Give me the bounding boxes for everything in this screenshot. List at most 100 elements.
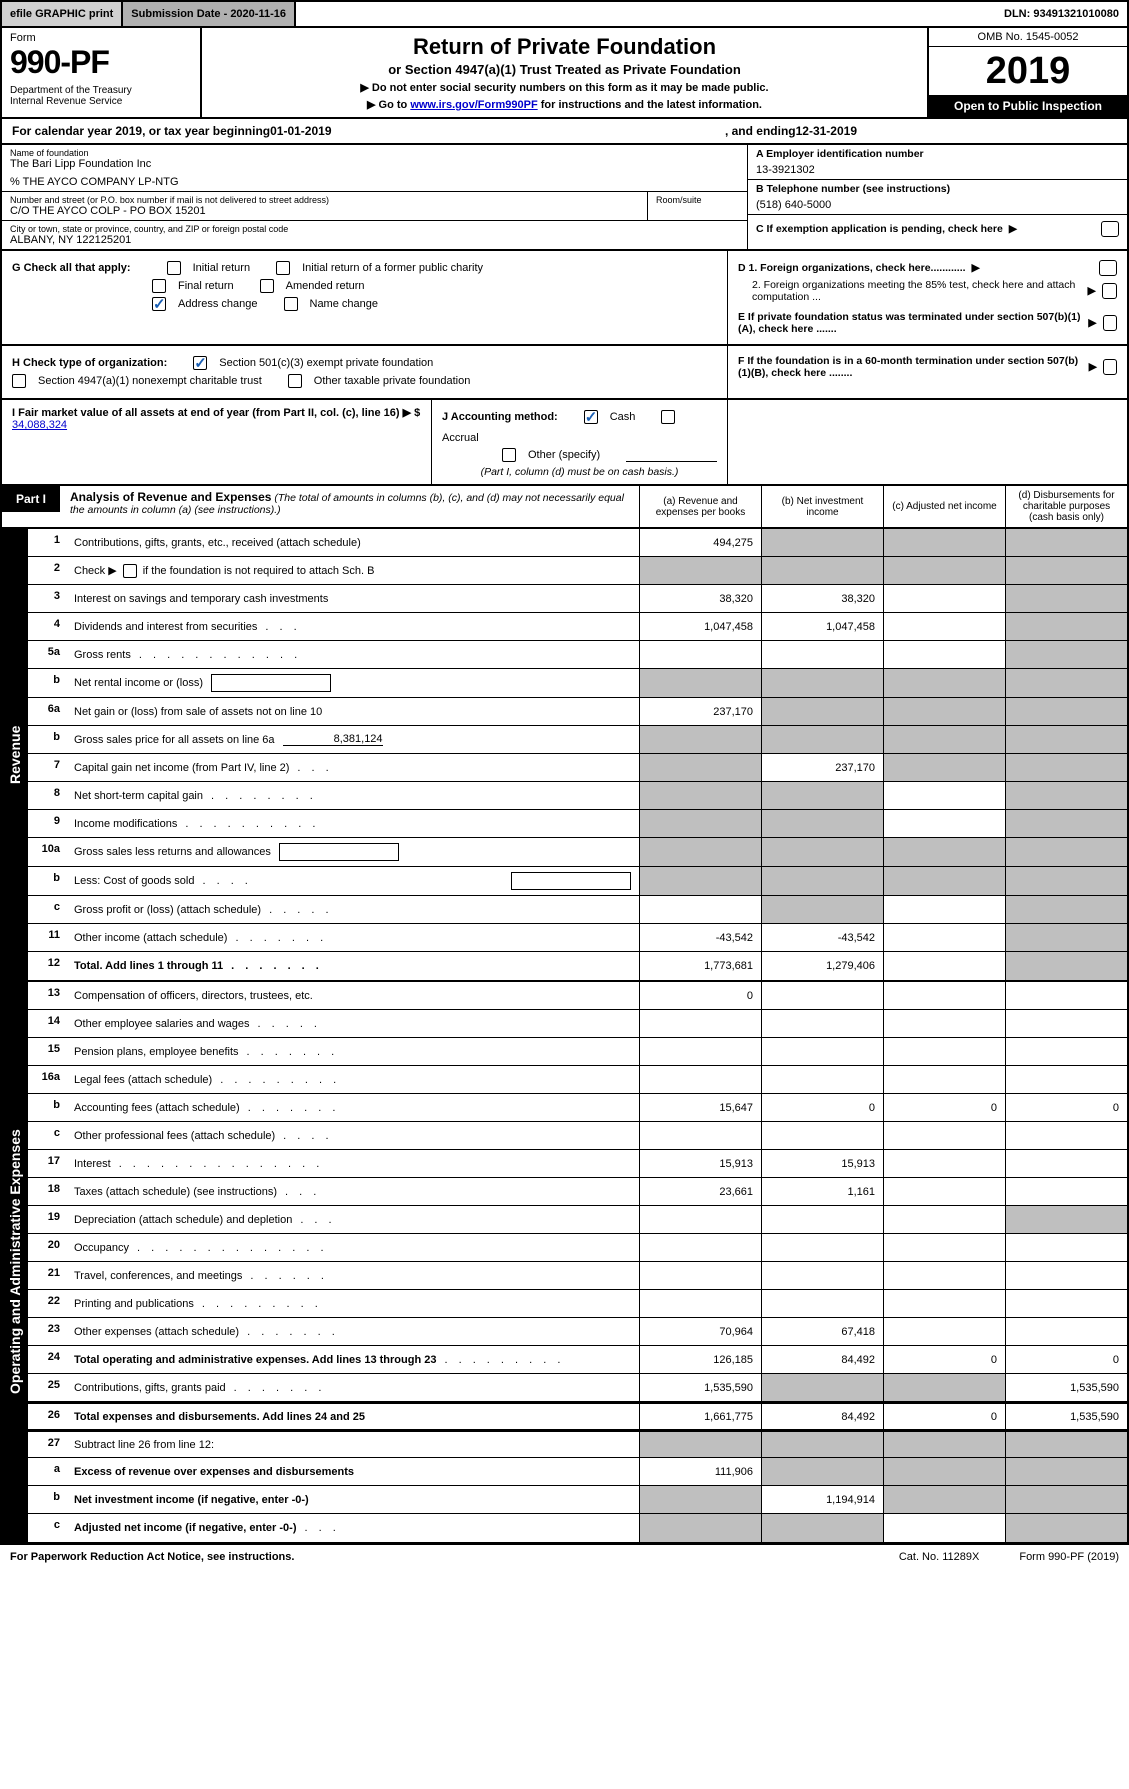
row-26-desc: Total expenses and disbursements. Add li… (66, 1404, 639, 1429)
header-left: Form 990-PF Department of the Treasury I… (2, 28, 202, 117)
name-label: Name of foundation (10, 148, 739, 158)
chk-initial[interactable] (167, 261, 181, 275)
row-19-num: 19 (28, 1206, 66, 1233)
chk-name-change[interactable] (284, 297, 298, 311)
row-10a-box[interactable] (279, 843, 399, 861)
row-16b-d: 0 (1005, 1094, 1127, 1121)
row-25-a: 1,535,590 (639, 1374, 761, 1401)
row-26-d: 1,535,590 (1005, 1404, 1127, 1429)
row-12-b: 1,279,406 (761, 952, 883, 980)
chk-other-method[interactable] (502, 448, 516, 462)
e-checkbox[interactable] (1103, 315, 1118, 331)
row-10a-a (639, 838, 761, 866)
row-13-b (761, 982, 883, 1009)
f-label: F If the foundation is in a 60-month ter… (738, 355, 1083, 379)
row-10b: b Less: Cost of goods sold. . . . (28, 867, 1127, 896)
row-1-c (883, 529, 1005, 556)
chk-4947[interactable] (12, 374, 26, 388)
row-2-b (761, 557, 883, 584)
part1-header: Part I Analysis of Revenue and Expenses … (0, 486, 1129, 529)
c-label: C If exemption application is pending, c… (756, 223, 1003, 235)
row-27c-d (1005, 1514, 1127, 1542)
lbl-other-method: Other (specify) (528, 449, 600, 461)
address-row: Number and street (or P.O. box number if… (2, 192, 747, 221)
lbl-amended: Amended return (286, 280, 365, 292)
row-27a-num: a (28, 1458, 66, 1485)
chk-accrual[interactable] (661, 410, 675, 424)
row-27b: b Net investment income (if negative, en… (28, 1486, 1127, 1514)
form-label: Form (10, 32, 192, 44)
chk-address-change[interactable] (152, 297, 166, 311)
row-3-b: 38,320 (761, 585, 883, 612)
submission-date: Submission Date - 2020-11-16 (123, 2, 296, 26)
chk-initial-former[interactable] (276, 261, 290, 275)
row-18-c (883, 1178, 1005, 1205)
row-18-b: 1,161 (761, 1178, 883, 1205)
lbl-final: Final return (178, 280, 234, 292)
irs-link[interactable]: www.irs.gov/Form990PF (410, 99, 537, 111)
row-11-b: -43,542 (761, 924, 883, 951)
row-10b-b (761, 867, 883, 895)
row-16a-num: 16a (28, 1066, 66, 1093)
row-13-num: 13 (28, 982, 66, 1009)
check-section-gd: G Check all that apply: Initial return I… (0, 251, 1129, 346)
row-3: 3 Interest on savings and temporary cash… (28, 585, 1127, 613)
chk-amended[interactable] (260, 279, 274, 293)
row-2-checkbox[interactable] (123, 564, 137, 578)
row-26: 26 Total expenses and disbursements. Add… (28, 1402, 1127, 1430)
row-16b-desc: Accounting fees (attach schedule). . . .… (66, 1094, 639, 1121)
c-checkbox[interactable] (1101, 221, 1119, 237)
efile-graphic-print[interactable]: efile GRAPHIC print (2, 2, 123, 26)
row-15-b (761, 1038, 883, 1065)
row-27a-desc: Excess of revenue over expenses and disb… (66, 1458, 639, 1485)
ident-right: A Employer identification number 13-3921… (747, 145, 1127, 249)
d1-checkbox[interactable] (1099, 260, 1117, 276)
row-10a: 10a Gross sales less returns and allowan… (28, 838, 1127, 867)
row-10a-d (1005, 838, 1127, 866)
care-of: % THE AYCO COMPANY LP-NTG (10, 176, 739, 188)
row-5a-c (883, 641, 1005, 668)
row-11-desc: Other income (attach schedule). . . . . … (66, 924, 639, 951)
row-19-c (883, 1206, 1005, 1233)
row-6b-num: b (28, 726, 66, 753)
row-14-a (639, 1010, 761, 1037)
chk-final[interactable] (152, 279, 166, 293)
row-10a-desc: Gross sales less returns and allowances (66, 838, 639, 866)
row-4-b: 1,047,458 (761, 613, 883, 640)
chk-cash[interactable] (584, 410, 598, 424)
row-11-a: -43,542 (639, 924, 761, 951)
row-27a-d (1005, 1458, 1127, 1485)
chk-501c3[interactable] (193, 356, 207, 370)
row-16c: c Other professional fees (attach schedu… (28, 1122, 1127, 1150)
f-checkbox[interactable] (1103, 359, 1117, 375)
form-link-line: ▶ Go to www.irs.gov/Form990PF for instru… (214, 98, 915, 111)
row-27c-num: c (28, 1514, 66, 1542)
row-2-a (639, 557, 761, 584)
open-to-public: Open to Public Inspection (929, 95, 1127, 117)
row-6a-d (1005, 698, 1127, 725)
city-value: ALBANY, NY 122125201 (10, 234, 739, 246)
row-5b-c (883, 669, 1005, 697)
row-2-d (1005, 557, 1127, 584)
row-11: 11 Other income (attach schedule). . . .… (28, 924, 1127, 952)
tel-row: B Telephone number (see instructions) (5… (748, 180, 1127, 215)
j-section: J Accounting method: Cash Accrual Other … (432, 400, 727, 484)
row-5b-desc: Net rental income or (loss) (66, 669, 639, 697)
lbl-name-change: Name change (310, 298, 379, 310)
row-8-num: 8 (28, 782, 66, 809)
row-7-d (1005, 754, 1127, 781)
c-row: C If exemption application is pending, c… (748, 215, 1127, 243)
addr-label: Number and street (or P.O. box number if… (10, 195, 639, 205)
row-27c-desc: Adjusted net income (if negative, enter … (66, 1514, 639, 1542)
row-27b-num: b (28, 1486, 66, 1513)
row-16c-d (1005, 1122, 1127, 1149)
row-5b-box[interactable] (211, 674, 331, 692)
row-19-a (639, 1206, 761, 1233)
col-c-header: (c) Adjusted net income (883, 486, 1005, 527)
row-6a: 6a Net gain or (loss) from sale of asset… (28, 698, 1127, 726)
row-10b-box[interactable] (511, 872, 631, 890)
row-19-d (1005, 1206, 1127, 1233)
d2-checkbox[interactable] (1102, 283, 1117, 299)
revenue-table: Revenue 1 Contributions, gifts, grants, … (0, 529, 1129, 982)
chk-other-taxable[interactable] (288, 374, 302, 388)
